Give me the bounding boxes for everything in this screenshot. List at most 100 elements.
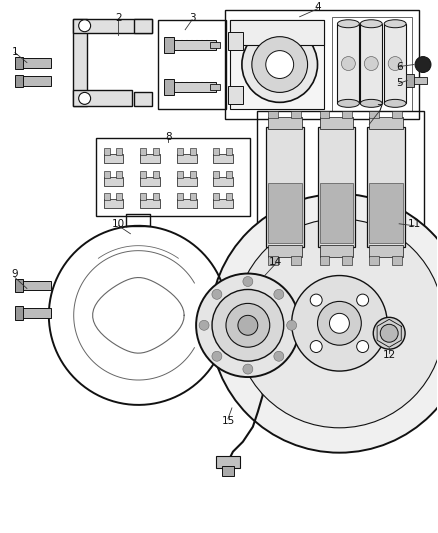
Bar <box>226 171 232 178</box>
Bar <box>337 24 359 103</box>
Bar <box>103 177 124 186</box>
Bar <box>19 309 51 318</box>
Ellipse shape <box>384 20 406 28</box>
Bar <box>19 280 51 290</box>
Bar <box>103 154 124 163</box>
Bar <box>392 256 402 264</box>
Bar <box>134 19 152 33</box>
Bar <box>153 193 159 200</box>
Circle shape <box>310 341 322 352</box>
Bar <box>268 111 278 118</box>
Circle shape <box>266 51 293 78</box>
Bar <box>384 24 406 103</box>
Bar <box>226 193 232 200</box>
Circle shape <box>373 317 405 349</box>
Bar <box>140 177 160 186</box>
Circle shape <box>357 341 369 352</box>
Text: 15: 15 <box>221 416 235 426</box>
Bar <box>166 39 216 50</box>
Bar <box>164 37 174 53</box>
Circle shape <box>287 320 297 330</box>
Circle shape <box>415 56 431 72</box>
Text: 8: 8 <box>165 132 172 142</box>
Text: 5: 5 <box>396 78 403 88</box>
Circle shape <box>329 313 350 333</box>
Bar <box>177 171 183 178</box>
Bar <box>343 256 352 264</box>
Bar <box>134 92 152 107</box>
Bar <box>406 75 414 87</box>
Circle shape <box>364 56 378 70</box>
Bar <box>164 79 174 95</box>
Bar <box>213 193 219 200</box>
Circle shape <box>79 92 91 104</box>
Circle shape <box>199 320 209 330</box>
Bar <box>319 256 329 264</box>
Bar <box>319 183 353 243</box>
Bar <box>15 279 23 293</box>
Bar <box>228 86 243 104</box>
Circle shape <box>380 324 398 342</box>
Bar <box>117 193 123 200</box>
Circle shape <box>243 277 253 286</box>
Bar <box>153 148 159 155</box>
Bar <box>367 127 405 247</box>
Bar <box>190 148 196 155</box>
Bar <box>117 171 123 178</box>
Bar <box>213 171 219 178</box>
Bar <box>103 199 124 208</box>
Bar <box>228 31 243 50</box>
Bar <box>343 111 352 118</box>
Bar <box>369 111 379 118</box>
Bar <box>153 171 159 178</box>
Bar <box>216 456 240 467</box>
Text: 9: 9 <box>12 269 18 279</box>
Bar <box>409 77 427 84</box>
Bar <box>73 19 87 107</box>
Bar <box>369 256 379 264</box>
Circle shape <box>310 294 322 306</box>
Bar <box>210 84 220 91</box>
Circle shape <box>292 276 387 371</box>
Bar <box>15 56 23 69</box>
Bar <box>103 148 110 155</box>
Bar <box>291 111 300 118</box>
Bar <box>392 111 402 118</box>
Bar <box>15 306 23 320</box>
Text: 2: 2 <box>115 13 122 23</box>
Text: 6: 6 <box>396 61 403 71</box>
Text: 4: 4 <box>314 2 321 12</box>
Bar <box>268 117 302 129</box>
Text: 10: 10 <box>112 219 125 229</box>
Bar <box>140 148 146 155</box>
Bar <box>73 91 132 107</box>
Bar <box>268 245 302 256</box>
Circle shape <box>242 27 318 102</box>
Bar <box>140 199 160 208</box>
Bar <box>319 117 353 129</box>
Bar <box>140 154 160 163</box>
Text: 14: 14 <box>269 256 283 266</box>
Bar <box>19 58 51 68</box>
Bar <box>226 148 232 155</box>
Text: 11: 11 <box>407 219 420 229</box>
Bar <box>266 127 304 247</box>
Bar <box>177 177 197 186</box>
Circle shape <box>357 294 369 306</box>
Circle shape <box>212 289 284 361</box>
Bar <box>225 10 419 119</box>
Bar <box>177 199 197 208</box>
Bar <box>230 20 325 109</box>
Bar <box>319 245 353 256</box>
Bar <box>369 183 403 243</box>
Circle shape <box>210 194 438 453</box>
Bar <box>103 193 110 200</box>
Circle shape <box>226 303 270 347</box>
Bar <box>190 193 196 200</box>
Circle shape <box>212 289 222 300</box>
Bar <box>369 245 403 256</box>
Ellipse shape <box>384 99 406 107</box>
Circle shape <box>274 351 284 361</box>
Circle shape <box>252 37 307 92</box>
Bar <box>318 127 355 247</box>
